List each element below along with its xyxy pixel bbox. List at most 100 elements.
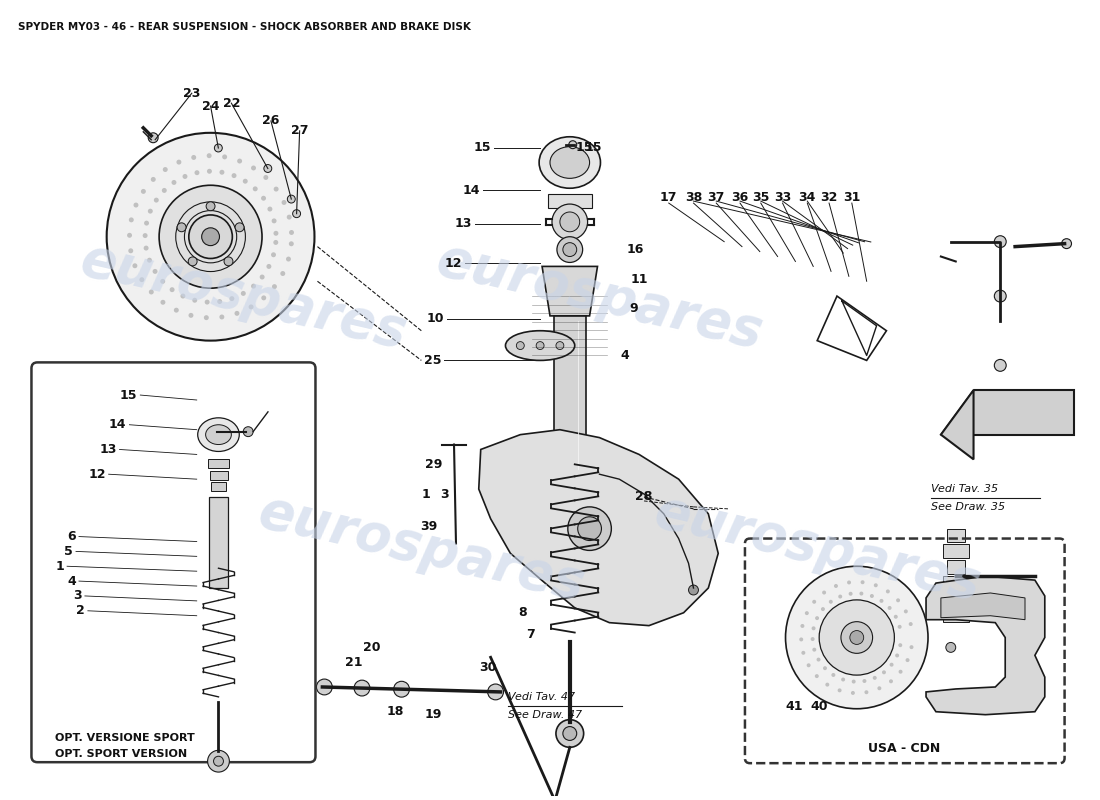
Circle shape <box>552 204 587 240</box>
Circle shape <box>806 663 811 667</box>
Bar <box>943 576 969 590</box>
Circle shape <box>266 264 272 269</box>
Circle shape <box>994 359 1006 371</box>
Circle shape <box>487 684 504 700</box>
Text: 3: 3 <box>440 487 449 501</box>
Text: 39: 39 <box>420 520 438 533</box>
Circle shape <box>873 583 878 587</box>
Text: 1: 1 <box>55 560 64 573</box>
Circle shape <box>837 688 842 692</box>
Circle shape <box>851 691 855 695</box>
Circle shape <box>801 624 804 628</box>
Circle shape <box>850 630 864 645</box>
Circle shape <box>271 252 276 258</box>
Text: USA - CDN: USA - CDN <box>868 742 940 755</box>
Circle shape <box>282 200 286 205</box>
Bar <box>943 608 969 622</box>
Circle shape <box>828 600 833 604</box>
Circle shape <box>317 679 332 695</box>
Circle shape <box>815 616 820 620</box>
Circle shape <box>946 642 956 652</box>
Circle shape <box>214 144 222 152</box>
Circle shape <box>1062 238 1071 249</box>
Circle shape <box>144 246 148 250</box>
Text: Vedi Tav. 35: Vedi Tav. 35 <box>931 484 998 494</box>
Circle shape <box>894 614 898 618</box>
Circle shape <box>872 676 877 680</box>
Circle shape <box>802 651 805 654</box>
Text: 26: 26 <box>262 114 279 127</box>
Text: 31: 31 <box>843 190 860 204</box>
Polygon shape <box>940 390 974 459</box>
Circle shape <box>848 592 852 596</box>
Text: 15: 15 <box>584 141 602 154</box>
Circle shape <box>289 230 294 235</box>
Bar <box>210 471 229 480</box>
Text: eurospares: eurospares <box>649 486 986 611</box>
Circle shape <box>847 581 851 585</box>
Text: 12: 12 <box>444 257 462 270</box>
Circle shape <box>243 178 248 184</box>
Circle shape <box>890 662 893 666</box>
Circle shape <box>274 186 278 191</box>
Text: 5: 5 <box>64 545 73 558</box>
Circle shape <box>262 295 266 300</box>
Circle shape <box>865 690 868 694</box>
Circle shape <box>825 682 829 686</box>
Circle shape <box>870 594 873 598</box>
Text: 21: 21 <box>345 656 363 669</box>
Polygon shape <box>940 593 1025 620</box>
Circle shape <box>148 290 154 294</box>
Circle shape <box>107 133 315 341</box>
Circle shape <box>569 141 576 149</box>
Circle shape <box>812 600 816 604</box>
Circle shape <box>568 507 612 550</box>
Circle shape <box>188 257 197 266</box>
Circle shape <box>180 294 186 298</box>
Circle shape <box>273 240 278 245</box>
Circle shape <box>232 173 236 178</box>
Ellipse shape <box>550 146 590 178</box>
Circle shape <box>154 198 158 202</box>
Circle shape <box>267 206 273 211</box>
Text: 30: 30 <box>478 661 496 674</box>
Text: 14: 14 <box>109 418 126 431</box>
Circle shape <box>834 584 838 588</box>
Text: 15: 15 <box>473 141 491 154</box>
Ellipse shape <box>198 418 240 451</box>
Text: 35: 35 <box>752 190 770 204</box>
Circle shape <box>886 590 890 594</box>
Text: 37: 37 <box>707 190 725 204</box>
Circle shape <box>815 674 818 678</box>
Circle shape <box>201 228 220 246</box>
Circle shape <box>208 750 230 772</box>
Circle shape <box>563 726 576 741</box>
Text: 9: 9 <box>629 302 638 315</box>
Bar <box>548 194 592 208</box>
Text: 2: 2 <box>76 604 85 618</box>
Circle shape <box>821 607 825 611</box>
Circle shape <box>140 277 144 282</box>
Circle shape <box>272 284 277 289</box>
Circle shape <box>129 248 133 254</box>
Circle shape <box>354 680 370 696</box>
Circle shape <box>264 165 272 173</box>
Circle shape <box>689 585 698 595</box>
Circle shape <box>904 610 907 614</box>
Circle shape <box>560 212 580 232</box>
Circle shape <box>811 637 815 641</box>
Circle shape <box>820 600 894 675</box>
Circle shape <box>161 300 165 305</box>
Circle shape <box>822 590 826 594</box>
Text: 8: 8 <box>518 606 527 619</box>
Circle shape <box>243 426 253 437</box>
Text: 20: 20 <box>363 641 381 654</box>
Circle shape <box>838 594 843 598</box>
Bar <box>947 592 965 606</box>
Text: 28: 28 <box>636 490 652 503</box>
Circle shape <box>195 170 199 175</box>
Circle shape <box>260 274 265 279</box>
Circle shape <box>536 342 544 350</box>
Text: 41: 41 <box>785 700 803 714</box>
Circle shape <box>840 622 872 654</box>
